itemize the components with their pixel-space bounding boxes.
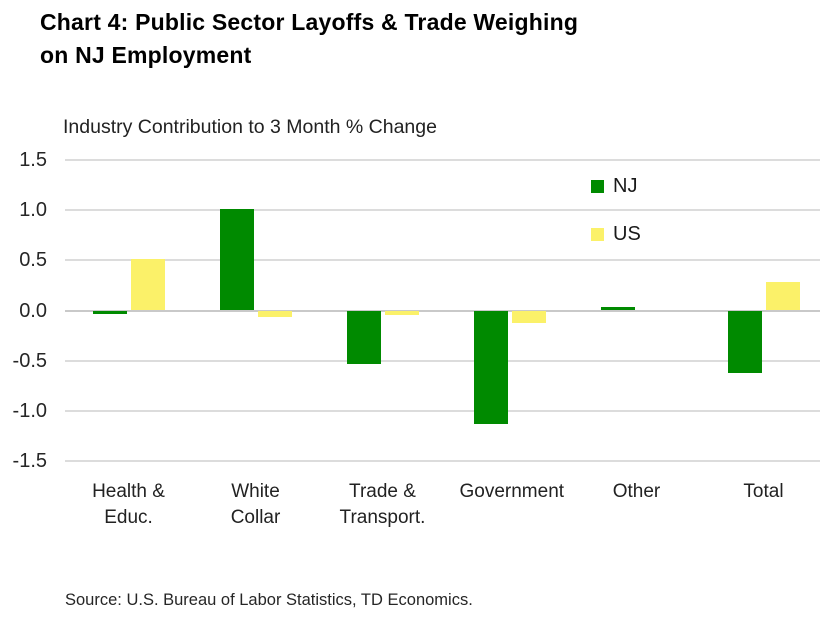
gridline: [65, 460, 820, 462]
y-tick-label: -1.5: [12, 450, 47, 472]
source-note: Source: U.S. Bureau of Labor Statistics,…: [65, 591, 473, 609]
bar-nj-government: [473, 310, 508, 424]
bar-us-trade-transport: [384, 310, 419, 315]
chart-subtitle: Industry Contribution to 3 Month % Chang…: [63, 116, 437, 138]
y-tick-label: 0.0: [19, 299, 47, 322]
legend-item-us: US: [591, 223, 641, 245]
gridline: [65, 259, 820, 262]
gridline: [65, 359, 820, 362]
zero-gridline: [65, 309, 820, 312]
bar-us-white-collar: [257, 310, 292, 317]
legend-label-nj: NJ: [613, 174, 638, 197]
bar-nj-white-collar: [219, 209, 254, 311]
bar-nj-total: [727, 310, 762, 373]
x-axis-label: Health & Educ.: [92, 481, 165, 528]
legend-label-us: US: [613, 222, 641, 245]
bar-nj-health-educ: [92, 310, 127, 314]
chart-title-line1: Chart 4: Public Sector Layoffs & Trade W…: [40, 9, 579, 35]
gridline: [65, 409, 820, 412]
y-tick-label: -0.5: [12, 349, 47, 372]
y-tick-label: 1.0: [19, 199, 47, 222]
x-axis-label: Trade & Transport.: [339, 481, 426, 528]
gridline: [65, 209, 820, 212]
chart-title-line2: on NJ Employment: [40, 42, 252, 68]
y-tick-label: 0.5: [19, 249, 47, 272]
chart-title: Chart 4: Public Sector Layoffs & Trade W…: [40, 6, 578, 72]
x-axis-label: Other: [612, 481, 661, 502]
legend-swatch-nj: [591, 179, 604, 193]
bar-us-health-educ: [130, 259, 165, 311]
x-axis-label: Government: [459, 481, 565, 502]
gridline: [65, 159, 820, 161]
x-axis-label: White Collar: [230, 481, 281, 528]
bar-nj-other: [600, 307, 635, 311]
bar-us-government: [511, 310, 546, 323]
bar-nj-trade-transport: [346, 310, 381, 364]
bar-us-total: [765, 282, 800, 311]
y-tick-label: -1.0: [12, 399, 47, 422]
y-tick-label: 1.5: [19, 149, 47, 171]
legend-swatch-us: [591, 227, 604, 241]
x-axis-label: Total: [743, 481, 784, 502]
legend-item-nj: NJ: [591, 175, 637, 197]
